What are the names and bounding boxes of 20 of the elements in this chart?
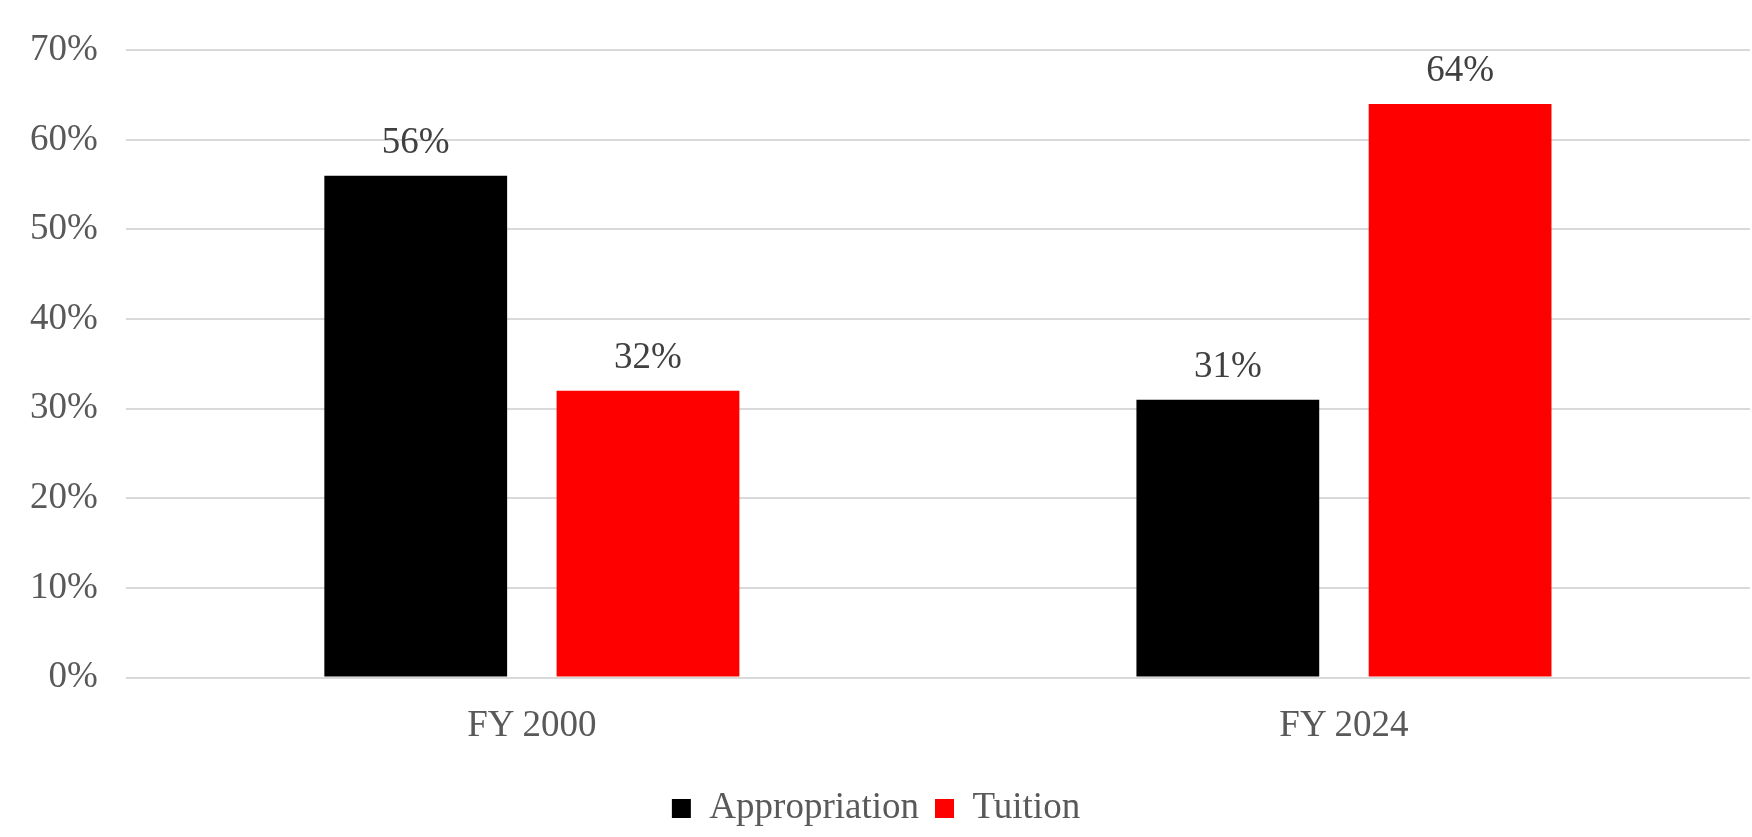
y-tick-label: 40% <box>29 295 98 337</box>
y-tick-label: 50% <box>29 206 98 248</box>
legend-label: Tuition <box>972 785 1081 827</box>
y-tick-label: 70% <box>29 26 98 68</box>
data-label: 64% <box>1426 48 1494 90</box>
bar <box>1368 103 1552 677</box>
legend-label: Appropriation <box>709 785 919 827</box>
bar <box>1136 399 1320 677</box>
y-tick-label: 10% <box>29 564 98 606</box>
y-tick-label: 60% <box>29 116 98 158</box>
bar <box>324 175 508 677</box>
y-tick-label: 0% <box>48 654 98 696</box>
x-tick-label: FY 2000 <box>467 702 597 744</box>
y-tick-label: 30% <box>29 385 98 427</box>
y-tick-label: 20% <box>29 475 98 517</box>
data-label: 32% <box>614 335 682 377</box>
data-label: 31% <box>1193 343 1262 385</box>
bar <box>556 390 740 677</box>
data-label: 56% <box>381 119 450 161</box>
x-tick-label: FY 2024 <box>1279 702 1409 744</box>
